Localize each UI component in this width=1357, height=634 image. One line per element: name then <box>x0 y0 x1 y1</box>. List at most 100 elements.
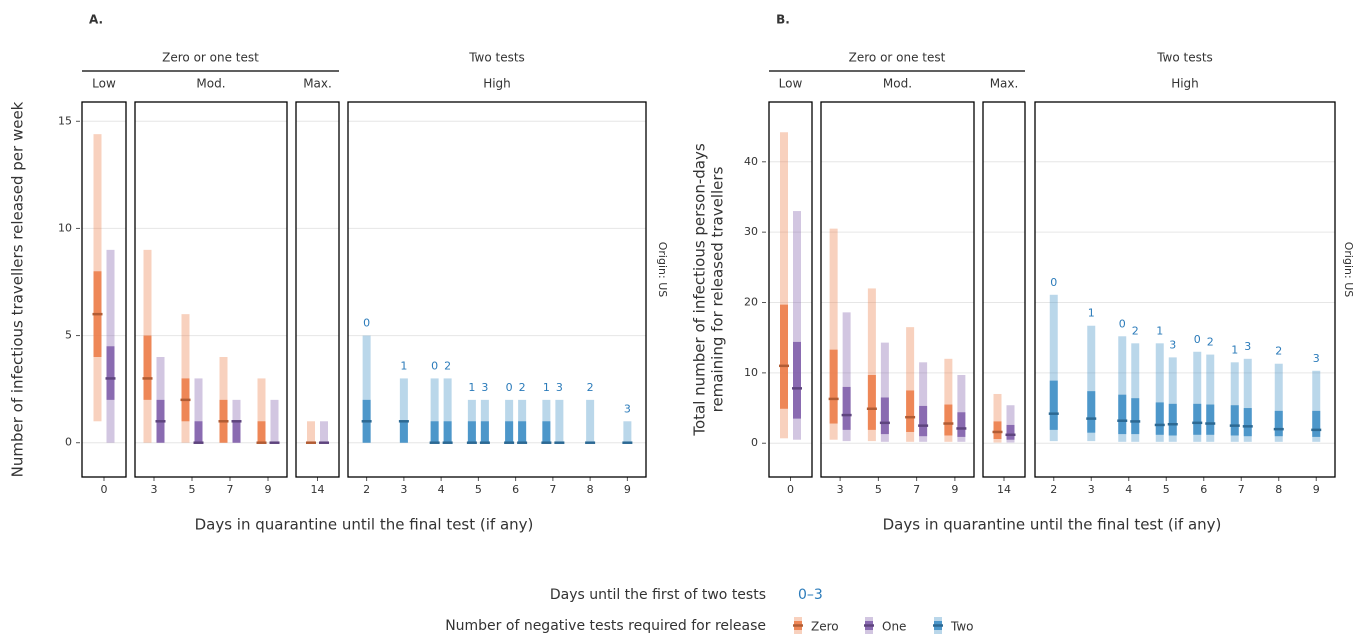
first-test-label: 3 <box>624 402 631 415</box>
x-tick-label: 5 <box>875 483 882 496</box>
interval-inner <box>780 304 788 409</box>
interval-inner <box>957 412 966 437</box>
interval-outer <box>1168 357 1177 442</box>
first-test-label: 2 <box>1132 324 1139 337</box>
y-tick-label: 20 <box>744 296 758 309</box>
legend-title: Days until the first of two tests <box>550 587 766 603</box>
panel-title: B. <box>776 13 790 27</box>
facet-label: High <box>483 77 511 91</box>
interval-outer <box>1312 370 1321 442</box>
interval-outer <box>320 421 328 443</box>
x-tick-label: 2 <box>1050 483 1057 496</box>
facet-label: Low <box>92 77 116 91</box>
x-tick-label: 2 <box>363 483 370 496</box>
interval-outer <box>270 399 279 443</box>
interval-outer <box>919 362 928 442</box>
x-tick-label: 5 <box>189 483 196 496</box>
strip-label: Origin: US <box>656 242 669 298</box>
first-test-label: 3 <box>481 381 488 394</box>
interval-outer <box>1155 343 1164 442</box>
interval-inner <box>1049 380 1058 430</box>
first-test-label: 1 <box>543 381 550 394</box>
interval-outer <box>957 374 966 442</box>
y-axis-label: remaining for released travellers <box>709 166 727 412</box>
facet-frame <box>768 101 813 478</box>
interval-inner <box>1274 410 1283 437</box>
y-tick-label: 10 <box>744 366 758 379</box>
legend-label: One <box>882 620 906 634</box>
facet-group-label: Zero or one test <box>849 51 946 65</box>
interval-inner <box>1155 402 1164 435</box>
first-test-label: 2 <box>444 359 451 372</box>
x-tick-label: 3 <box>1088 483 1095 496</box>
x-tick-label: 3 <box>151 483 158 496</box>
first-test-label: 1 <box>1156 324 1163 337</box>
x-tick-label: 9 <box>624 483 631 496</box>
facet-frame <box>295 101 340 478</box>
interval-outer <box>194 378 203 443</box>
y-tick-label: 15 <box>58 114 72 127</box>
facet-group-label: Two tests <box>468 51 525 65</box>
interval-inner <box>867 374 876 430</box>
x-tick-label: 7 <box>227 483 234 496</box>
facet-label: High <box>1171 77 1199 91</box>
facet-label: Max. <box>303 77 332 91</box>
interval-inner <box>1230 405 1239 436</box>
first-test-label: 2 <box>1207 336 1214 349</box>
interval-inner <box>993 421 1002 440</box>
x-tick-label: 9 <box>265 483 272 496</box>
interval-inner <box>1087 391 1096 433</box>
interval-outer <box>430 378 439 443</box>
facet-frame <box>81 101 127 478</box>
interval-inner <box>829 349 838 424</box>
facet-label: Mod. <box>883 77 912 91</box>
interval-inner <box>1312 410 1321 437</box>
x-tick-label: 3 <box>400 483 407 496</box>
interval-inner <box>480 421 489 443</box>
first-test-label: 2 <box>519 381 526 394</box>
y-tick-label: 0 <box>65 436 72 449</box>
x-tick-label: 7 <box>1238 483 1245 496</box>
interval-outer <box>1206 354 1215 442</box>
first-test-label: 1 <box>468 381 475 394</box>
interval-outer <box>443 378 452 443</box>
interval-inner <box>793 341 801 419</box>
interval-inner <box>430 421 439 443</box>
interval-inner <box>1118 394 1127 435</box>
interval-inner <box>467 421 476 443</box>
x-tick-label: 7 <box>913 483 920 496</box>
first-test-label: 1 <box>1231 343 1238 356</box>
interval-outer <box>1230 362 1239 442</box>
interval-outer <box>555 399 564 443</box>
first-test-label: 0 <box>506 381 513 394</box>
interval-inner <box>443 421 452 443</box>
interval-outer <box>1087 325 1096 442</box>
x-tick-label: 8 <box>587 483 594 496</box>
facet-label: Max. <box>990 77 1019 91</box>
interval-inner <box>906 390 915 432</box>
y-tick-label: 40 <box>744 155 758 168</box>
interval-inner <box>1193 403 1202 435</box>
interval-inner <box>1243 408 1252 437</box>
first-test-label: 2 <box>1275 345 1282 358</box>
interval-inner <box>1131 398 1140 435</box>
interval-outer <box>1193 351 1202 442</box>
first-test-label: 0 <box>1050 276 1057 289</box>
first-test-label: 0 <box>431 359 438 372</box>
facet-label: Mod. <box>196 77 225 91</box>
facet-frame <box>982 101 1026 478</box>
interval-outer <box>1118 336 1127 442</box>
facet-frame <box>134 101 288 478</box>
interval-inner <box>257 421 266 443</box>
interval-inner <box>194 421 203 443</box>
x-tick-label: 7 <box>549 483 556 496</box>
x-tick-label: 4 <box>1125 483 1132 496</box>
panel-title: A. <box>89 13 103 27</box>
interval-outer <box>1131 343 1140 442</box>
first-test-label: 0 <box>1119 317 1126 330</box>
x-tick-label: 5 <box>1163 483 1170 496</box>
interval-outer <box>257 378 266 443</box>
interval-outer <box>829 228 838 440</box>
x-axis-label: Days in quarantine until the final test … <box>195 516 534 534</box>
